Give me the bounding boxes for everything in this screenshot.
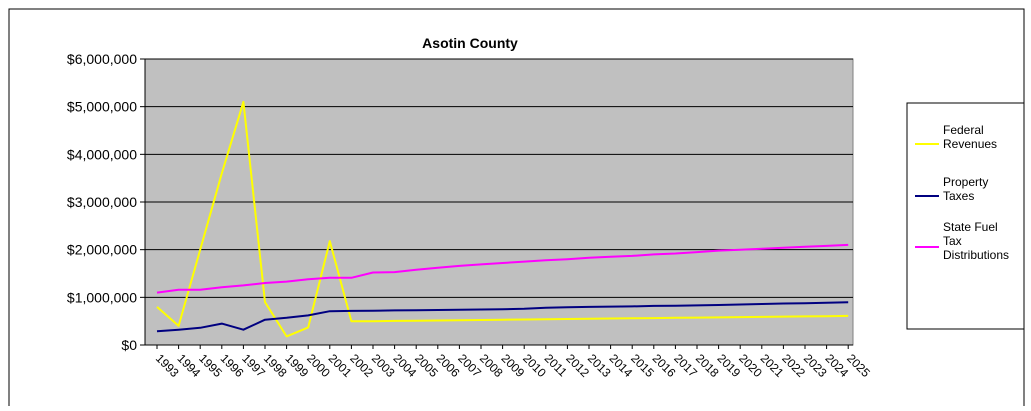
y-tick-label: $0: [121, 337, 137, 353]
legend-label: Federal: [943, 123, 984, 137]
chart-title: Asotin County: [422, 35, 518, 51]
legend-label: Revenues: [943, 137, 997, 151]
y-tick-label: $6,000,000: [67, 51, 137, 67]
legend-label: Distributions: [943, 248, 1009, 262]
legend-box: [906, 102, 1025, 330]
y-tick-label: $2,000,000: [67, 242, 137, 258]
series-line-0: [156, 100, 849, 338]
legend-label: Property: [943, 175, 988, 189]
legend-label: State Fuel: [943, 220, 998, 234]
series-line-2: [156, 243, 849, 294]
y-tick-label: $3,000,000: [67, 194, 137, 210]
legend-label: Taxes: [943, 189, 974, 203]
series-line-1: [156, 301, 849, 333]
y-tick-label: $1,000,000: [67, 289, 137, 305]
series-lines: [156, 100, 849, 338]
gridlines: [145, 58, 853, 346]
legend-label: Tax: [943, 234, 962, 248]
y-axis: $0 $1,000,000 $2,000,000 $3,000,000 $4,000,0…: [67, 51, 146, 353]
y-tick-label: $4,000,000: [67, 146, 137, 162]
y-tick-label: $5,000,000: [67, 99, 137, 115]
